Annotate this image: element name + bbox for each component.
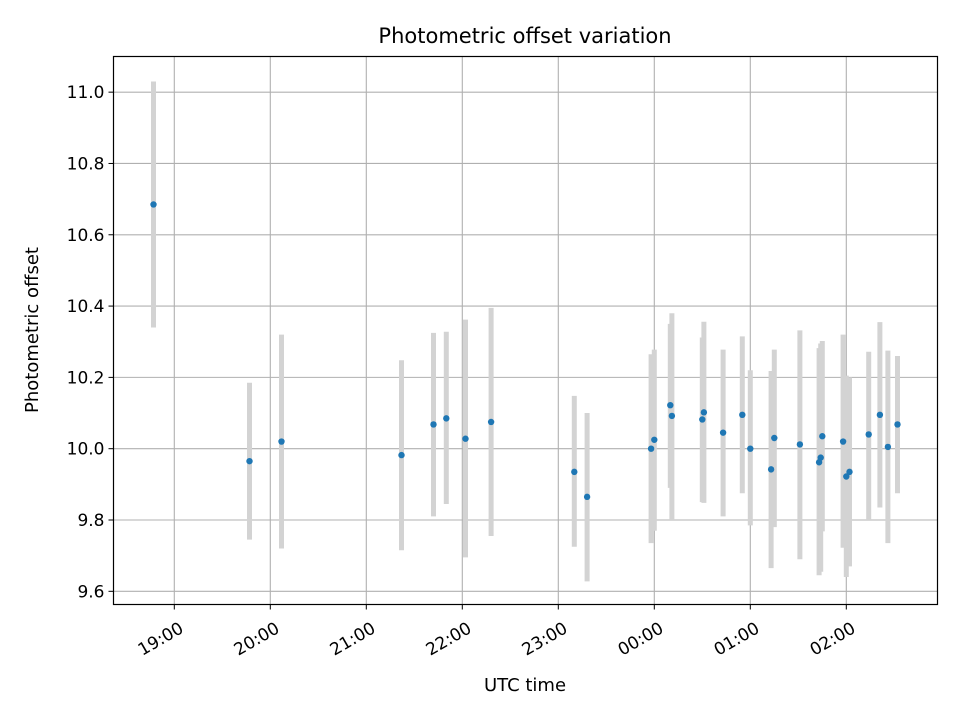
y-tick-label: 9.6 [77,582,104,602]
data-point [839,438,847,445]
data-point [767,466,775,473]
x-tick-label: 02:00 [807,619,859,661]
x-axis-label: UTC time [484,675,566,696]
y-tick-label: 9.8 [77,511,104,531]
x-tick-label: 01:00 [711,619,763,661]
data-point [843,473,850,480]
x-tick-label: 22:00 [423,619,475,661]
data-point [796,441,804,448]
data-point [846,468,853,476]
data-point [487,418,495,426]
data-point [739,411,746,419]
y-axis-ticks: 9.6 9.8 10.0 10.2 10.4 10.6 10.8 11.0 [67,83,114,602]
x-tick-label: 21:00 [327,619,379,661]
data-point [876,411,884,419]
data-points [150,201,901,501]
data-point [443,415,450,422]
y-tick-label: 10.6 [67,226,105,246]
x-tick-label: 23:00 [519,619,571,661]
data-point [462,435,469,442]
data-point [651,436,658,443]
data-point [894,421,901,428]
x-tick-label: 00:00 [615,619,667,661]
x-axis-ticks: 19:00 20:00 21:00 22:00 23:00 00:00 01:00 02:00 [135,604,859,661]
data-point [583,493,591,501]
chart-title: Photometric offset variation [378,24,671,48]
data-point [668,412,676,420]
data-point [571,468,578,476]
x-tick-label: 20:00 [231,619,283,661]
y-tick-label: 10.8 [67,154,105,174]
data-point [278,438,285,445]
data-point [700,409,708,416]
y-tick-label: 11.0 [67,83,105,103]
data-point [398,451,405,459]
data-point [817,454,824,461]
grid [113,56,938,605]
data-point [430,421,437,428]
x-tick-label: 19:00 [135,619,187,661]
data-point [150,201,157,208]
y-tick-label: 10.0 [67,440,105,460]
data-point [884,443,892,451]
y-tick-label: 10.4 [67,297,105,317]
y-axis-label: Photometric offset [22,247,43,413]
data-point [647,445,655,452]
error-bars [151,81,900,582]
data-point [246,457,253,465]
data-point [865,431,872,438]
data-point [747,445,754,452]
data-point [699,416,706,423]
data-point [667,401,674,409]
y-tick-label: 10.2 [67,368,105,388]
data-point [771,434,778,442]
plot-frame [112,55,939,606]
data-point [719,429,727,436]
data-point [819,433,826,440]
